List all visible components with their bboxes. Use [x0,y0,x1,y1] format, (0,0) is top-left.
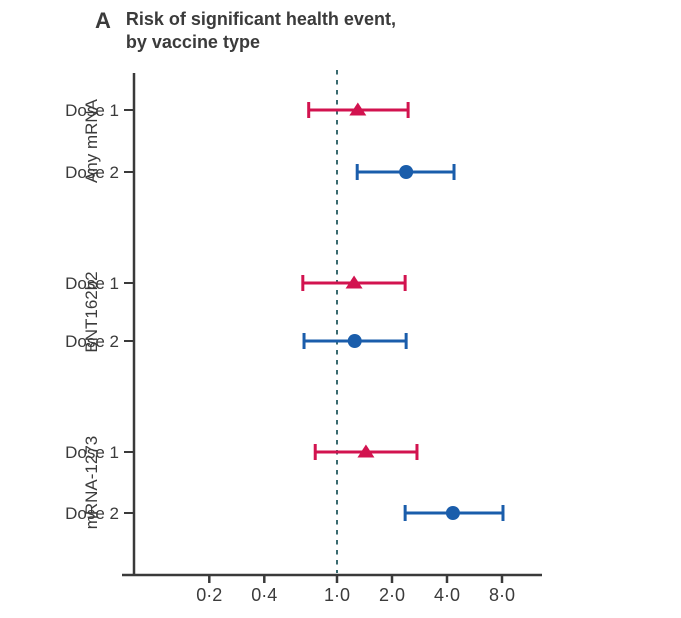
x-tick-label: 1·0 [324,585,350,605]
dose-label: Dose 1 [65,274,119,293]
x-tick-label: 4·0 [434,585,460,605]
marker-triangle [349,102,367,116]
x-tick-label: 8·0 [489,585,515,605]
marker-triangle [345,275,363,289]
chart-title: A Risk of significant health event, by v… [95,8,396,54]
group-label: BNT162b2 [82,271,101,352]
marker-circle [445,506,460,520]
x-tick-label: 0·2 [196,585,222,605]
dose-label: Dose 2 [65,504,119,523]
dose-label: Dose 2 [65,332,119,351]
dose-label: Dose 1 [65,101,119,120]
chart-title-line-2: by vaccine type [125,32,260,52]
marker-circle [399,165,414,179]
group-label: Any mRNA [82,98,101,183]
chart-title-text: Risk of significant health event, by vac… [126,8,396,54]
group-label: mRNA-1273 [82,436,101,530]
dose-label: Dose 1 [65,443,119,462]
chart-title-line-1: Risk of significant health event, [125,9,396,29]
x-tick-label: 2·0 [379,585,405,605]
x-tick-label: 0·4 [251,585,277,605]
panel-letter: A [95,8,111,33]
marker-circle [347,334,362,348]
marker-triangle [357,444,375,458]
dose-label: Dose 2 [65,163,119,182]
